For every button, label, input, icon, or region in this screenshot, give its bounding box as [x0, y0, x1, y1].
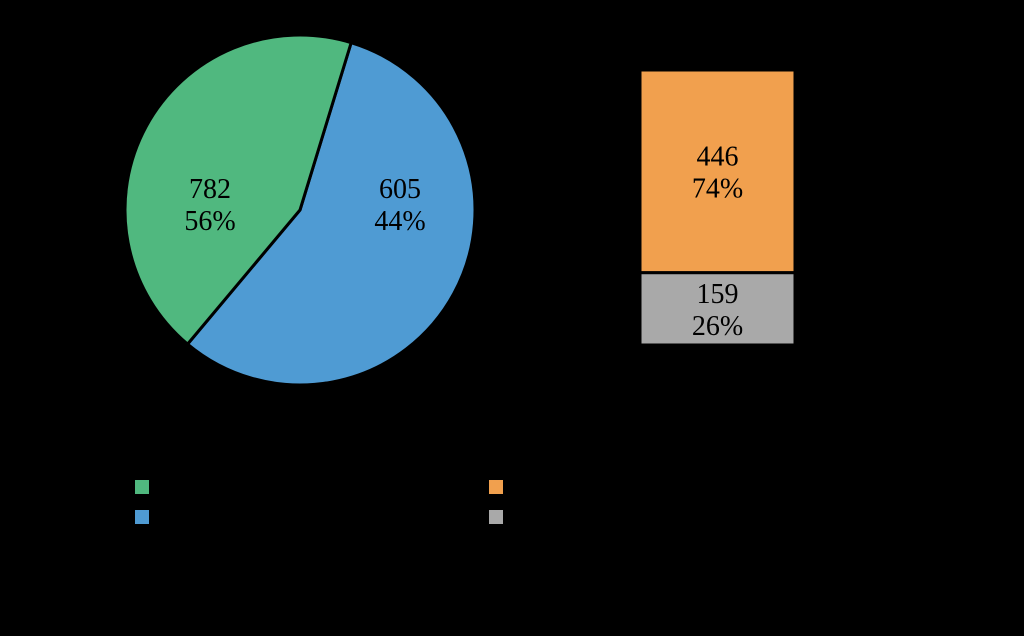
- legend-item-grey: [489, 510, 513, 524]
- legend-swatch-blue: [135, 510, 149, 524]
- legend-col-1: [135, 480, 159, 524]
- bar-orange-value: 446: [697, 141, 739, 172]
- legend-col-2: [489, 480, 513, 524]
- pie-blue-value: 782: [189, 174, 231, 205]
- pie-green-percent: 44%: [374, 206, 425, 237]
- legend-swatch-green: [135, 480, 149, 494]
- bar-grey-value: 159: [697, 279, 739, 310]
- legend: [135, 480, 513, 524]
- pie-green-value: 605: [379, 174, 421, 205]
- legend-item-orange: [489, 480, 513, 494]
- bar-grey-percent: 26%: [692, 311, 743, 342]
- legend-item-blue: [135, 510, 159, 524]
- bar-orange-percent: 74%: [692, 173, 743, 204]
- legend-swatch-orange: [489, 480, 503, 494]
- legend-item-green: [135, 480, 159, 494]
- legend-swatch-grey: [489, 510, 503, 524]
- pie-blue-percent: 56%: [184, 206, 235, 237]
- pie-bar-chart: 782 56% 605 44% 446 74% 159 26%: [0, 0, 1024, 636]
